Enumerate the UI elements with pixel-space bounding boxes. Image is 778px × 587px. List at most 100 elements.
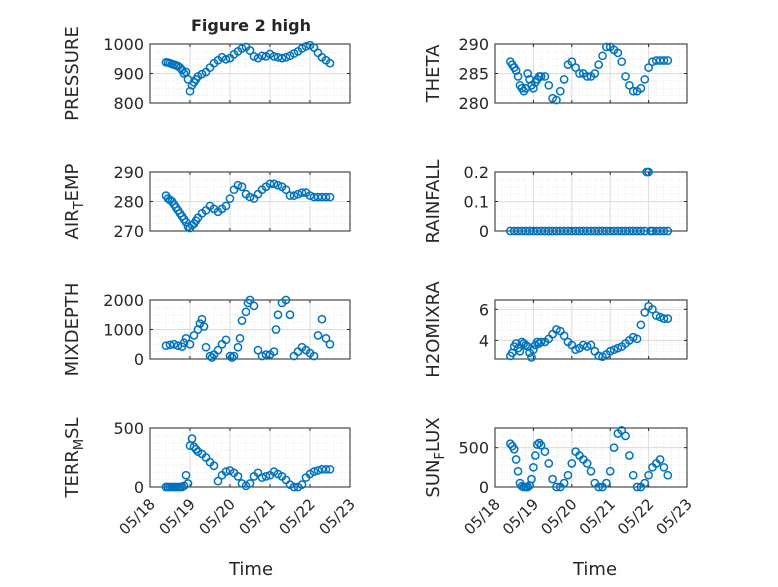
- y-tick-label: 290: [458, 35, 489, 54]
- data-point: [621, 431, 630, 441]
- subplot-1: 800 900 1000 PRESSURE: [62, 26, 351, 121]
- x-tick-label: 05/23: [316, 495, 359, 538]
- data-point: [552, 325, 561, 334]
- y-tick-label: 2000: [103, 291, 144, 310]
- data-point: [257, 351, 267, 361]
- data-point: [261, 350, 271, 359]
- x-tick-label: 05/20: [537, 495, 580, 538]
- data-point: [309, 43, 319, 52]
- x-tick-label: 05/20: [196, 495, 239, 538]
- data-point: [201, 342, 211, 352]
- data-point: [183, 479, 193, 488]
- figure-title: Figure 2 high: [191, 16, 311, 35]
- y-axis-label: THETA: [423, 44, 444, 104]
- data-point: [221, 467, 231, 477]
- data-point: [527, 353, 536, 362]
- data-point: [309, 351, 319, 361]
- data-point: [305, 191, 315, 200]
- data-point: [281, 185, 291, 195]
- data-point: [511, 455, 521, 464]
- axes-box: [149, 171, 351, 232]
- data-point: [285, 191, 295, 200]
- y-tick-label: 900: [113, 65, 144, 84]
- data-point: [317, 464, 327, 474]
- data-point: [544, 80, 554, 90]
- data-point: [237, 316, 247, 325]
- data-point: [237, 182, 247, 192]
- data-point: [659, 226, 669, 236]
- y-tick-label: 500: [113, 419, 144, 438]
- subplot-2: 280 285 290 THETA: [423, 35, 688, 113]
- data-point: [317, 314, 327, 324]
- y-tick-label: 280: [458, 94, 489, 113]
- data-point: [233, 472, 243, 481]
- data-point: [225, 351, 235, 361]
- data-point: [632, 334, 642, 344]
- data-point: [321, 334, 331, 343]
- axes-box: [494, 299, 688, 360]
- data-point: [594, 60, 604, 70]
- y-axis-label: AIRTEMP: [62, 163, 87, 239]
- data-point: [540, 72, 550, 81]
- data-point: [325, 58, 335, 68]
- data-point: [175, 63, 185, 72]
- y-tick-label: 270: [113, 222, 144, 241]
- data-point: [530, 451, 540, 460]
- y-tick-label: 0: [134, 350, 144, 369]
- data-point: [571, 63, 580, 72]
- data-point: [644, 63, 653, 72]
- y-axis-label: RAINFALL: [423, 160, 444, 244]
- x-tick-label: 05/22: [276, 495, 319, 538]
- data-point: [644, 470, 653, 480]
- data-point: [605, 466, 615, 476]
- y-tick-label: 6: [479, 300, 489, 319]
- data-point: [621, 72, 630, 81]
- data-point: [594, 351, 604, 361]
- data-point: [233, 342, 243, 352]
- data-point: [257, 473, 267, 482]
- data-point: [609, 443, 619, 453]
- x-tick-label: 05/18: [461, 495, 504, 538]
- y-tick-label: 1000: [103, 35, 144, 54]
- data-point: [245, 46, 255, 55]
- data-point: [209, 461, 219, 471]
- data-point: [640, 478, 650, 488]
- y-axis-label: TERRMSL: [62, 417, 87, 498]
- data-point: [513, 466, 523, 476]
- data-point: [559, 478, 569, 488]
- data-point: [301, 42, 311, 51]
- data-point: [571, 345, 580, 355]
- data-point: [513, 72, 523, 81]
- data-point: [655, 312, 665, 322]
- data-point: [213, 345, 223, 355]
- data-point: [563, 470, 573, 480]
- data-point: [640, 308, 650, 317]
- data-point: [273, 52, 283, 62]
- data-point: [289, 482, 299, 492]
- data-point: [245, 479, 255, 488]
- data-point: [199, 322, 209, 331]
- y-tick-label: 0: [479, 222, 489, 241]
- data-point: [185, 339, 195, 349]
- axes-box: [494, 43, 688, 104]
- data-point: [636, 226, 646, 236]
- data-point: [261, 472, 271, 481]
- data-point: [613, 343, 623, 353]
- data-point: [245, 192, 255, 202]
- y-axis-label: MIXDEPTH: [62, 283, 83, 377]
- data-point: [529, 345, 538, 355]
- data-point: [648, 304, 657, 314]
- subplot-3: 270 280 290 AIRTEMP: [62, 163, 351, 241]
- axes-box: [149, 43, 351, 104]
- data-point: [187, 434, 197, 443]
- data-point: [527, 474, 536, 484]
- data-point: [552, 95, 561, 105]
- data-point: [555, 86, 565, 96]
- data-point: [289, 191, 299, 200]
- data-point: [567, 57, 577, 67]
- subplot-4: 0 0.1 0.2 RAINFALL: [423, 160, 688, 244]
- data-point: [161, 341, 171, 351]
- data-point: [644, 167, 653, 177]
- data-point: [269, 179, 279, 189]
